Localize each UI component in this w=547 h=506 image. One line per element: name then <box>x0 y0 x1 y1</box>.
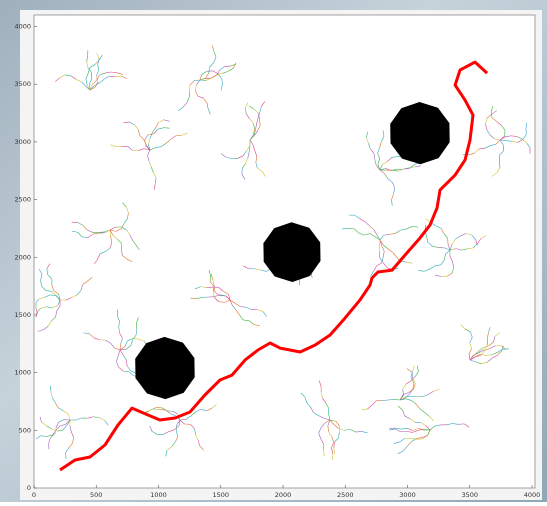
y-tick-label: 2000 <box>14 253 31 261</box>
x-tick-label: 2500 <box>337 491 354 499</box>
x-tick-label: 0 <box>32 491 36 499</box>
x-tick-label: 2000 <box>275 491 292 499</box>
x-tick-label: 3500 <box>461 491 478 499</box>
y-tick-label: 3500 <box>14 80 31 88</box>
x-tick-label: 1000 <box>150 491 167 499</box>
x-tick-label: 4000 <box>524 491 541 499</box>
y-tick-label: 1000 <box>14 369 31 377</box>
y-tick-label: 2500 <box>14 196 31 204</box>
y-tick-label: 1500 <box>14 311 31 319</box>
y-tick-label: 3000 <box>14 138 31 146</box>
y-tick-label: 500 <box>19 426 31 434</box>
chart: 0 500 1000 1500 2000 2500 3000 3500 4000 0 500 1000… <box>0 0 547 502</box>
x-tick-label: 1500 <box>212 491 229 499</box>
y-tick-label: 4000 <box>14 23 31 31</box>
y-tick-label: 0 <box>27 484 31 492</box>
x-tick-label: 500 <box>90 491 102 499</box>
x-tick-label: 3000 <box>399 491 416 499</box>
